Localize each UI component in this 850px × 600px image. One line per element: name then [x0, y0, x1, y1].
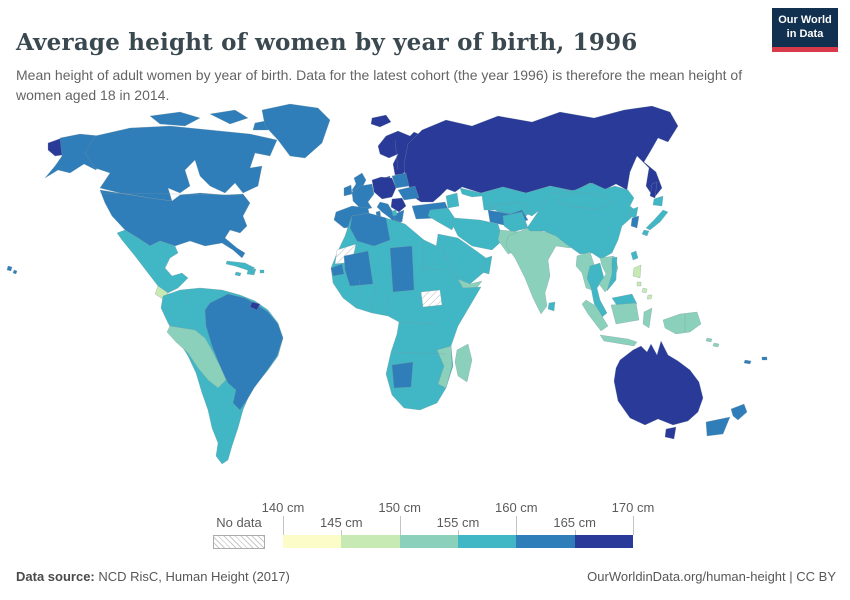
region-botswana[interactable] [391, 361, 414, 389]
legend-tick-mark [458, 530, 459, 535]
legend-segment-b1[interactable] [283, 535, 342, 548]
region-solomon-islands[interactable] [705, 337, 720, 348]
region-greece[interactable] [393, 209, 405, 223]
legend-segment-b5[interactable] [516, 535, 575, 548]
region-iraq-syria[interactable] [427, 207, 457, 231]
legend-tick-mark [283, 516, 284, 535]
legend-tick-label: 140 cm [261, 500, 305, 515]
legend-color-bar[interactable] [283, 535, 633, 548]
region-canada[interactable] [84, 125, 278, 202]
region-french-guiana[interactable] [249, 301, 261, 311]
region-hawaii[interactable] [6, 265, 18, 275]
legend-segment-b2[interactable] [341, 535, 400, 548]
legend-segment-b6[interactable] [574, 535, 633, 548]
legend-segment-b3[interactable] [399, 535, 458, 548]
region-sulawesi[interactable] [642, 307, 653, 329]
region-iran[interactable] [451, 217, 504, 251]
owid-logo-text: Our World in Data [772, 8, 838, 47]
region-oman[interactable] [480, 255, 493, 275]
legend-tick-mark [341, 530, 343, 535]
region-tasmania[interactable] [664, 426, 677, 440]
region-taiwan[interactable] [630, 250, 639, 261]
region-new-guinea[interactable] [662, 311, 702, 335]
legend-tick-label: 160 cm [495, 500, 538, 515]
region-kalimantan[interactable] [610, 302, 640, 325]
owid-logo-line2: in Data [786, 27, 824, 40]
region-new-zealand[interactable] [705, 403, 748, 437]
region-greenland[interactable] [261, 103, 331, 159]
region-caribbean-islands[interactable] [234, 268, 265, 277]
region-japan[interactable] [641, 195, 669, 237]
page-subtitle: Mean height of adult women by year of bi… [16, 67, 743, 103]
region-mozambique[interactable] [436, 345, 453, 389]
legend-no-data-swatch[interactable] [213, 535, 265, 549]
legend-no-data-label: No data [216, 515, 262, 530]
region-mexico[interactable] [116, 229, 189, 294]
region-java[interactable] [599, 334, 638, 347]
legend-tick-label: 150 cm [378, 500, 421, 515]
region-morocco-algeria[interactable] [349, 212, 391, 247]
legend-tick-mark [633, 516, 634, 535]
legend-tick-label: 170 cm [611, 500, 655, 515]
region-balkans[interactable] [390, 197, 407, 213]
region-russia[interactable] [403, 105, 679, 203]
footer-link[interactable]: OurWorldinData.org/human-height [587, 569, 786, 584]
footer-source-label: Data source: [16, 569, 95, 584]
region-thailand[interactable] [586, 262, 608, 319]
region-sumatra[interactable] [581, 299, 609, 332]
owid-logo[interactable]: Our World in Data [772, 8, 838, 52]
footer-license: CC BY [796, 569, 836, 584]
region-caucasus[interactable] [445, 192, 460, 209]
page-title: Average height of women by year of birth… [16, 29, 638, 57]
footer-source-value: NCD RisC, Human Height (2017) [94, 569, 290, 584]
region-afghanistan[interactable] [502, 211, 529, 233]
region-senegal[interactable] [330, 263, 345, 277]
region-romania-hungary[interactable] [397, 185, 420, 201]
legend-tick-mark [399, 516, 401, 535]
region-south-sudan[interactable] [420, 289, 443, 308]
region-philippines[interactable] [632, 264, 653, 300]
region-madagascar[interactable] [454, 343, 473, 383]
legend-tick-mark [574, 530, 576, 535]
region-chad[interactable] [389, 245, 415, 293]
region-albania[interactable] [391, 209, 398, 217]
legend-tick-label: 165 cm [553, 515, 596, 530]
region-australia[interactable] [613, 340, 704, 426]
legend-segment-b4[interactable] [457, 535, 517, 548]
region-mali[interactable] [343, 250, 374, 287]
region-sri-lanka[interactable] [547, 301, 556, 312]
legend-tick-label: 155 cm [436, 515, 480, 530]
legend-tick-label: 145 cm [320, 515, 363, 530]
legend-tick-mark [516, 516, 518, 535]
region-south-korea[interactable] [630, 215, 640, 229]
region-poland[interactable] [391, 172, 410, 189]
world-choropleth-map[interactable] [0, 98, 850, 495]
region-iceland[interactable] [370, 114, 392, 128]
footer-separator: | [785, 569, 797, 584]
footer-link-license[interactable]: OurWorldinData.org/human-height | CC BY [587, 569, 836, 584]
region-central-europe[interactable] [371, 176, 397, 200]
region-sakhalin[interactable] [649, 181, 658, 199]
owid-logo-accent-bar [772, 47, 838, 52]
region-hainan[interactable] [611, 262, 618, 268]
region-peru-bolivia[interactable] [166, 325, 227, 389]
country-border-lines [99, 139, 686, 355]
region-china-mongolia[interactable] [526, 182, 637, 260]
region-ireland[interactable] [343, 184, 353, 197]
footer-data-source: Data source: NCD RisC, Human Height (201… [16, 569, 290, 584]
owid-logo-line1: Our World [778, 14, 832, 27]
region-pacific-islands[interactable] [743, 356, 768, 365]
region-france[interactable] [351, 183, 375, 211]
